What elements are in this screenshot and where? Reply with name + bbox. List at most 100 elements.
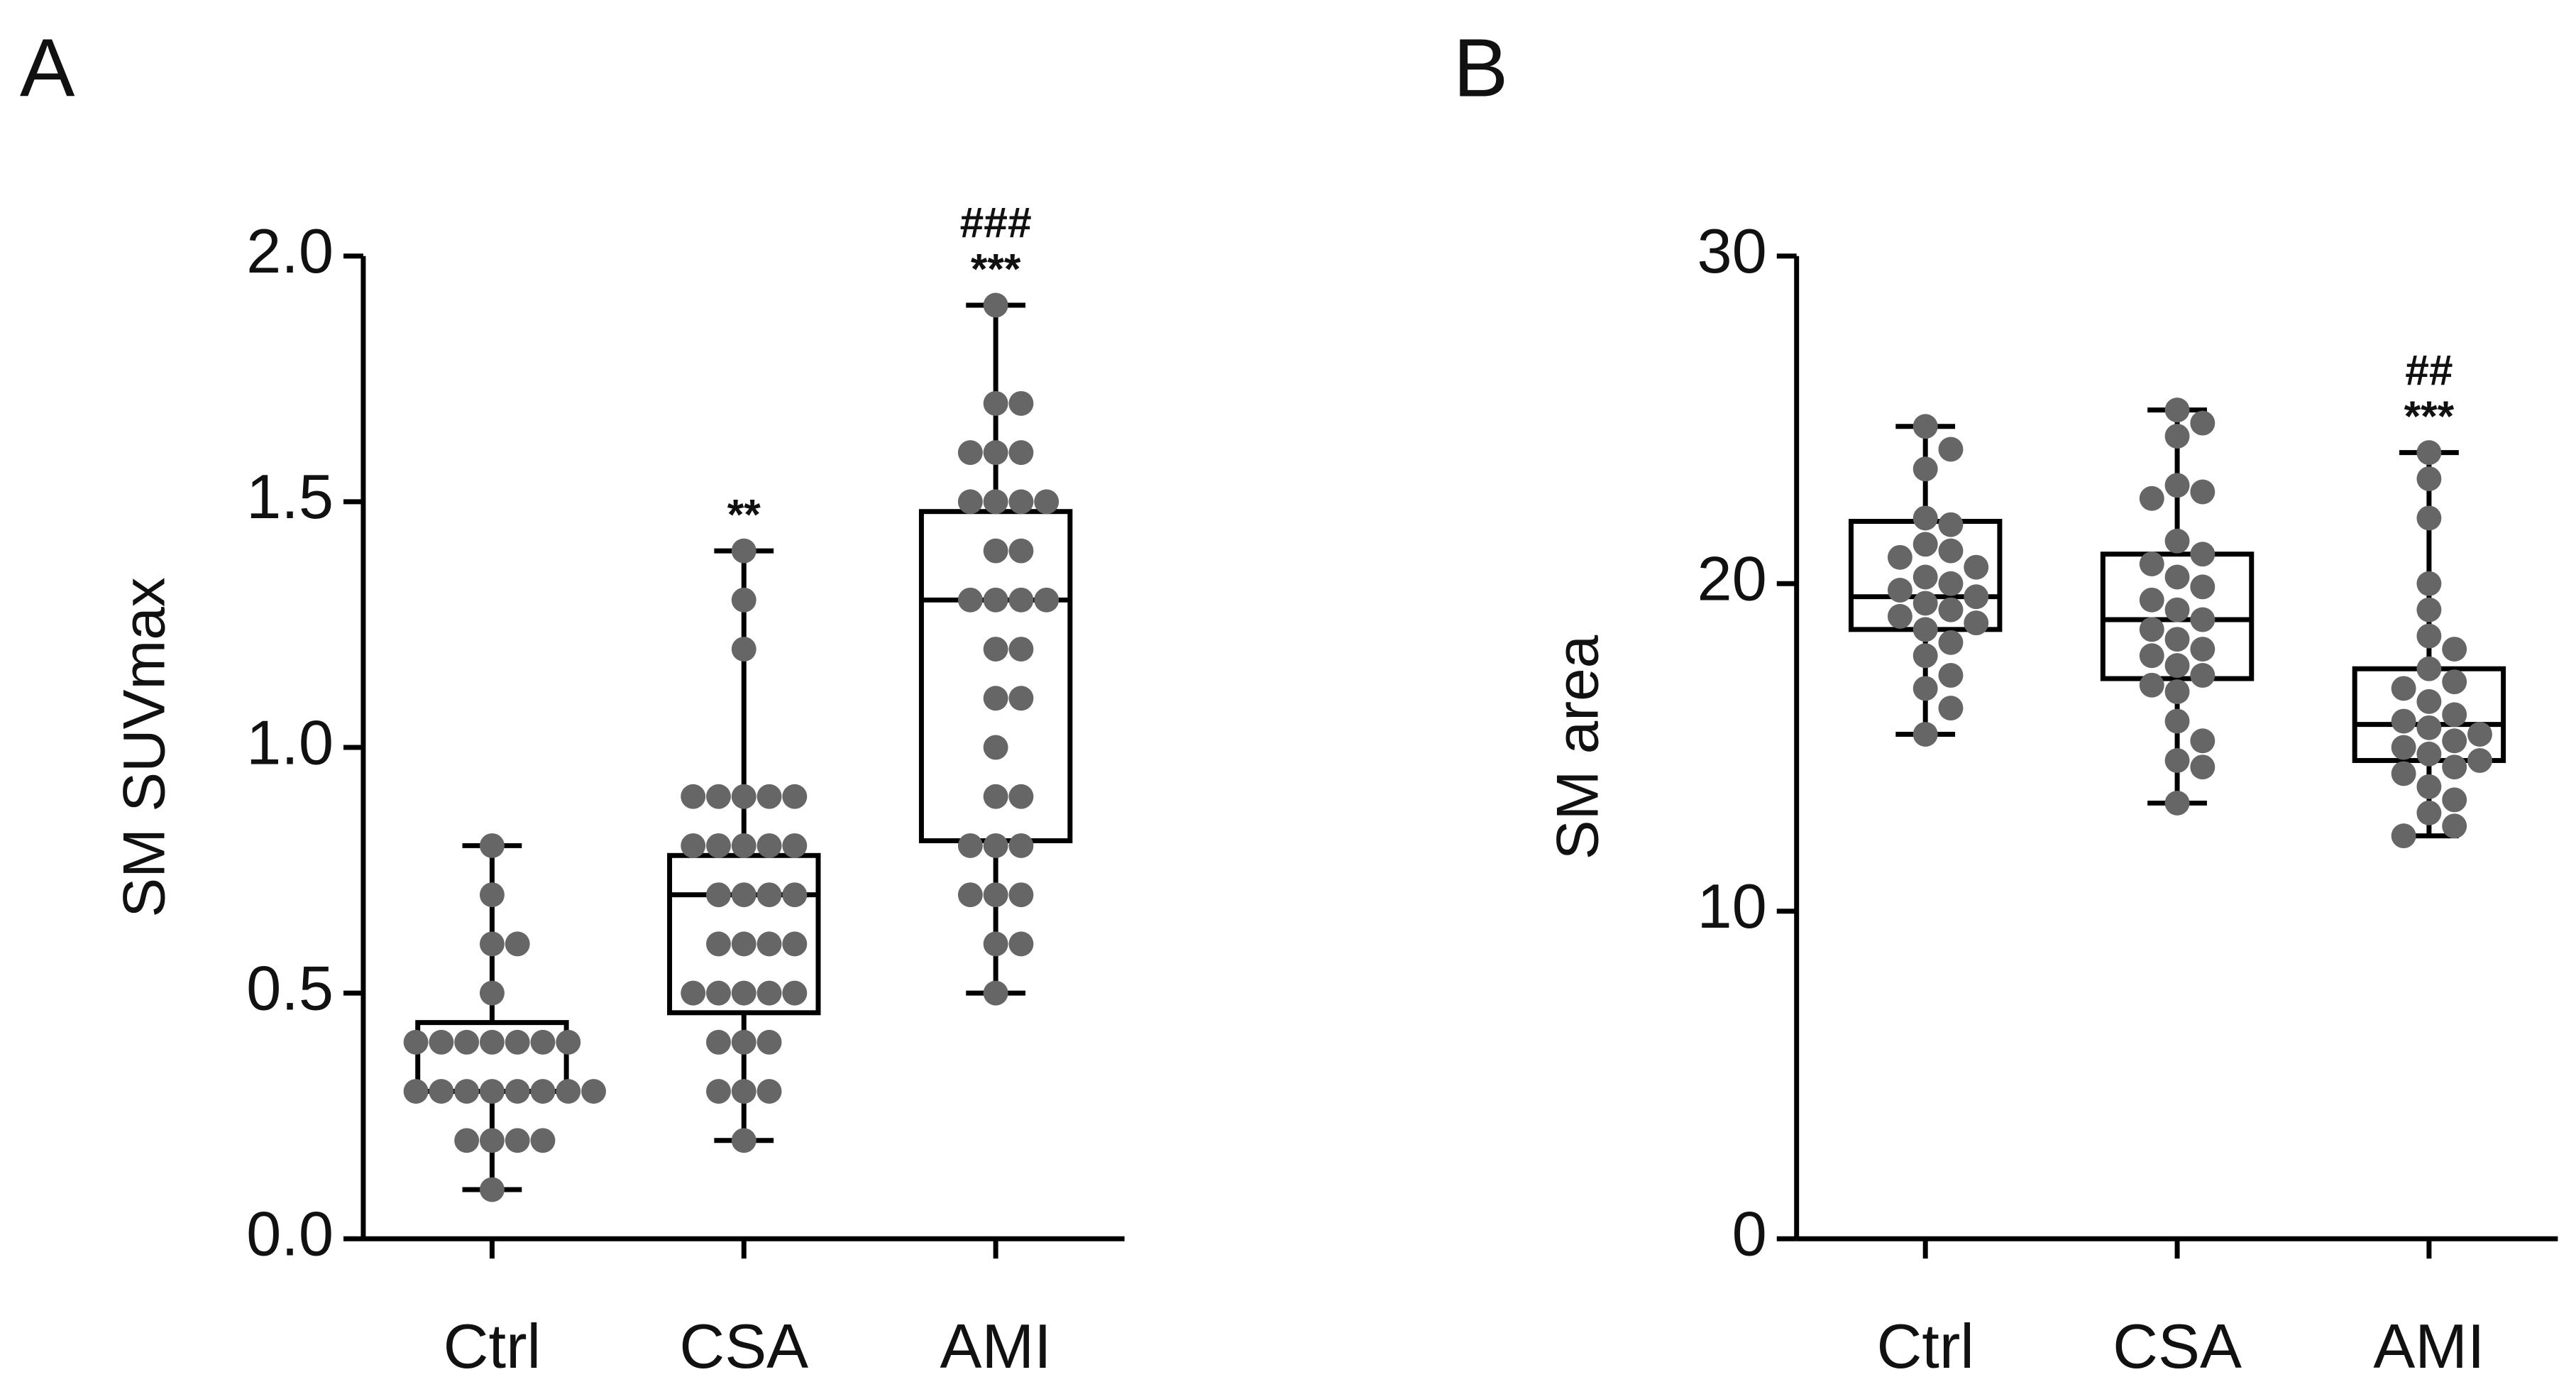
data-point <box>731 833 756 858</box>
data-point <box>2190 637 2216 662</box>
data-point <box>2190 607 2216 632</box>
data-point <box>2164 747 2190 773</box>
data-point <box>2442 637 2467 662</box>
significance-hashes: ### <box>960 198 1032 246</box>
data-point <box>479 980 505 1006</box>
data-point <box>403 1079 429 1104</box>
data-point <box>1912 505 1938 531</box>
y-tick-label: 10 <box>1697 871 1766 941</box>
data-point <box>756 882 782 908</box>
data-point <box>2391 761 2416 786</box>
data-point <box>983 292 1008 318</box>
data-point <box>530 1128 556 1153</box>
data-point <box>983 735 1008 760</box>
data-point <box>957 833 983 858</box>
data-point <box>2139 485 2164 511</box>
data-point <box>706 882 731 908</box>
data-point <box>1912 456 1938 482</box>
data-point <box>731 637 756 662</box>
data-point <box>2391 735 2416 760</box>
data-point <box>756 980 782 1006</box>
data-point <box>454 1079 480 1104</box>
data-point <box>782 882 808 908</box>
data-point <box>530 1079 556 1104</box>
data-point <box>983 440 1008 466</box>
data-point <box>556 1079 581 1104</box>
data-point <box>957 587 983 613</box>
data-point <box>1938 437 1964 462</box>
x-tick-label: AMI <box>940 1311 1052 1381</box>
data-point <box>2416 440 2442 466</box>
data-point <box>983 637 1008 662</box>
data-point <box>782 784 808 809</box>
data-point <box>2391 676 2416 701</box>
data-point <box>403 1029 429 1055</box>
data-point <box>2139 643 2164 669</box>
data-point <box>2442 728 2467 754</box>
data-point <box>2416 466 2442 491</box>
data-point <box>731 882 756 908</box>
data-point <box>2416 571 2442 596</box>
data-point <box>479 1128 505 1153</box>
data-point <box>505 931 530 957</box>
data-point <box>1912 591 1938 616</box>
data-point <box>1887 544 1912 570</box>
data-point <box>2164 790 2190 816</box>
data-point <box>530 1029 556 1055</box>
data-point <box>2416 597 2442 622</box>
data-point <box>782 980 808 1006</box>
data-point <box>1912 643 1938 669</box>
data-point <box>2190 574 2216 600</box>
data-point <box>2164 564 2190 590</box>
significance-stars: *** <box>2404 392 2455 440</box>
data-point <box>1008 390 1034 416</box>
data-point <box>681 833 706 858</box>
y-tick-label: 20 <box>1697 544 1766 614</box>
data-point <box>983 833 1008 858</box>
data-point <box>2190 479 2216 505</box>
data-point <box>2416 688 2442 714</box>
data-point <box>731 538 756 564</box>
data-point <box>2442 813 2467 839</box>
data-point <box>505 1079 530 1104</box>
data-point <box>983 882 1008 908</box>
panel-label: A <box>20 21 75 114</box>
y-axis-title: SM SUVmax <box>111 577 177 917</box>
data-point <box>2467 747 2492 773</box>
data-point <box>2416 800 2442 825</box>
data-point <box>2164 397 2190 423</box>
data-point <box>2139 617 2164 642</box>
x-tick-label: Ctrl <box>1876 1311 1974 1381</box>
data-point <box>1938 630 1964 655</box>
data-point <box>983 931 1008 957</box>
data-point <box>756 784 782 809</box>
data-point <box>2442 669 2467 695</box>
data-point <box>1912 676 1938 701</box>
y-tick-label: 0.0 <box>246 1199 334 1269</box>
data-point <box>1938 696 1964 721</box>
data-point <box>2164 708 2190 734</box>
data-point <box>1912 722 1938 747</box>
data-point <box>731 931 756 957</box>
data-point <box>706 784 731 809</box>
y-axis-title: SM area <box>1543 635 1610 860</box>
data-point <box>1938 597 1964 622</box>
data-point <box>2391 823 2416 849</box>
data-point <box>429 1079 454 1104</box>
data-point <box>2416 715 2442 740</box>
data-point <box>2416 656 2442 681</box>
data-point <box>706 931 731 957</box>
data-point <box>429 1029 454 1055</box>
data-point <box>1008 637 1034 662</box>
x-tick-label: AMI <box>2373 1311 2484 1381</box>
data-point <box>1008 784 1034 809</box>
data-point <box>2467 722 2492 747</box>
data-point <box>756 833 782 858</box>
data-point <box>2442 787 2467 813</box>
data-point <box>1008 931 1034 957</box>
data-point <box>706 980 731 1006</box>
x-tick-label: CSA <box>2113 1311 2242 1381</box>
data-point <box>1938 571 1964 596</box>
data-point <box>983 489 1008 515</box>
